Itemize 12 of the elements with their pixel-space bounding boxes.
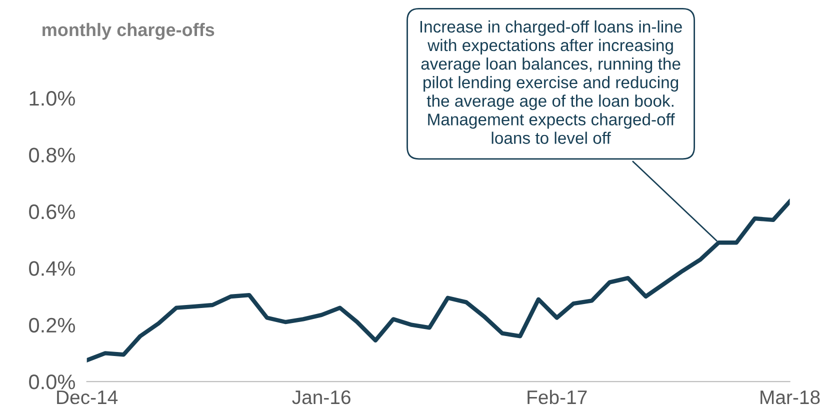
annotation: Increase in charged-off loans in-line with expectations after increasing average loan balances, running the pilot lending exercise and reducing the average age of the loan book. Management expects charged-off loans to level off	[420, 20, 682, 144]
y-tick-label: 0.0%	[29, 374, 75, 390]
chart-title: monthly charge-offs	[42, 22, 214, 40]
y-tick-label: 0.4%	[29, 261, 75, 276]
y-tick-label: 0.8%	[29, 148, 75, 162]
y-tick-label: 1.0%	[30, 90, 75, 106]
x-tick-label: Dec-14	[57, 390, 118, 404]
y-tick-label: 0.2%	[29, 318, 75, 333]
y-tick-label: 0.6%	[29, 204, 75, 220]
x-tick-label: Mar-18	[760, 390, 820, 404]
x-tick-label: Jan-16	[292, 390, 350, 404]
x-tick-label: Feb-17	[528, 390, 587, 404]
